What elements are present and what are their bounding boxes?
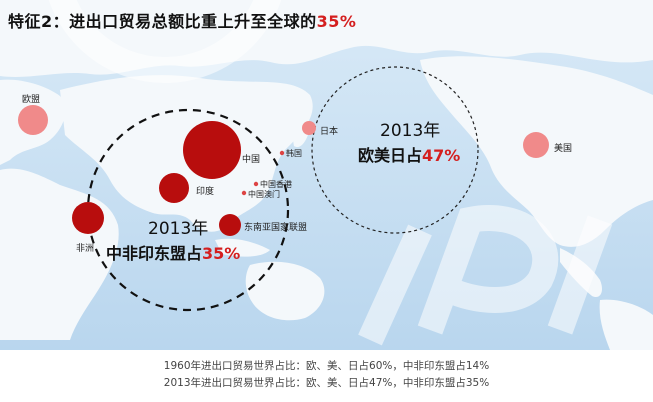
label-india: 印度: [196, 187, 215, 197]
macau-dot: [241, 190, 247, 196]
label-macau: 中国澳门: [248, 190, 280, 199]
east-circle-year: 2013年: [148, 219, 209, 239]
africa-bubble: [72, 202, 104, 234]
watermark: [48, 0, 613, 346]
label-japan: 日本: [320, 127, 339, 137]
hongkong-dot: [253, 181, 259, 187]
seasia-islands: [215, 238, 270, 257]
page-title: 特征2：进出口贸易总额比重上升至全球的35%: [8, 8, 356, 32]
west-circle-year: 2013年: [380, 121, 441, 141]
label-asean: 东南亚国家联盟: [244, 223, 308, 233]
west-circle-share: 欧美日占47%: [358, 142, 460, 166]
europe-bubble: [18, 105, 48, 135]
title-pct: 35%: [316, 12, 357, 31]
world-map: [0, 0, 653, 350]
footer-line-1960: 1960年进出口贸易世界占比：欧、美、日占60%，中非印东盟占14%: [163, 360, 490, 372]
japan-bubble: [302, 121, 316, 135]
india-bubble: [159, 173, 189, 203]
east-circle-share: 中非印东盟占35%: [106, 240, 240, 264]
west-region-dashed-circle: [311, 66, 479, 234]
label-korea: 韩国: [286, 149, 302, 158]
title-text: 特征2：进出口贸易总额比重上升至全球的: [8, 12, 317, 31]
east-circle-pct: 35%: [202, 244, 241, 263]
south-america-landmass: [599, 299, 653, 350]
label-usa: 美国: [554, 144, 573, 154]
asean-bubble: [219, 214, 241, 236]
west-circle-pct: 47%: [422, 146, 461, 165]
label-africa: 非洲: [76, 244, 95, 254]
china-bubble: [183, 121, 241, 179]
footer-line-2013: 2013年进出口贸易世界占比：欧、美、日占47%，中非印东盟占35%: [163, 377, 490, 389]
east-circle-label: 中非印东盟占: [106, 244, 203, 263]
label-china: 中国: [242, 155, 261, 165]
usa-bubble: [523, 132, 549, 158]
west-circle-label: 欧美日占: [358, 146, 423, 165]
label-europe: 欧盟: [22, 95, 41, 105]
korea-dot: [279, 150, 285, 156]
label-hongkong: 中国香港: [260, 180, 292, 189]
australia-landmass: [245, 261, 325, 321]
